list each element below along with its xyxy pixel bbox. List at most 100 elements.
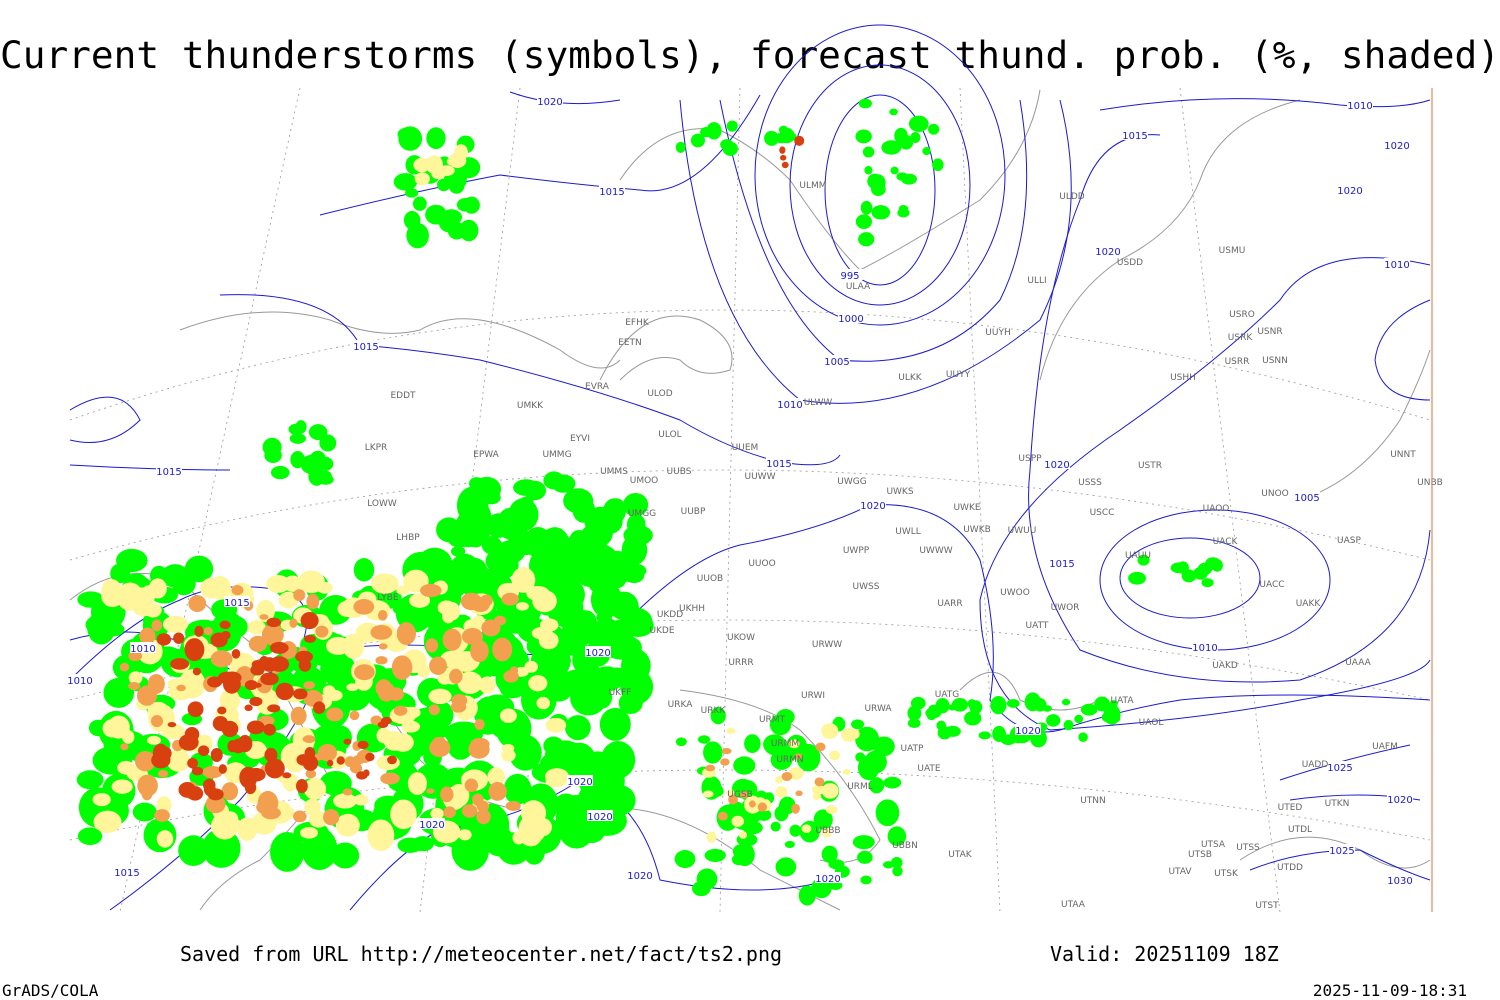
shade-cell xyxy=(290,706,307,726)
station-label: UTAA xyxy=(1061,900,1086,910)
timestamp: 2025-11-09-18:31 xyxy=(1313,981,1467,1000)
station-label: USNR xyxy=(1257,327,1282,337)
shade-cell xyxy=(726,789,735,796)
shade-cell xyxy=(503,773,532,805)
station-label: UKDD xyxy=(657,610,683,620)
isobar-label-bg xyxy=(1095,245,1121,256)
station-label: UTST xyxy=(1255,901,1279,911)
shade-cell xyxy=(260,672,279,686)
shade-cell xyxy=(501,592,519,606)
station-label: UWSS xyxy=(853,582,880,592)
station-label: UADD xyxy=(1302,760,1329,770)
shade-cell xyxy=(157,770,169,778)
station-label: USDD xyxy=(1117,258,1143,268)
shade-cell xyxy=(543,736,564,755)
shade-cell xyxy=(219,620,231,630)
station-label: URML xyxy=(847,782,873,792)
shade-cell xyxy=(864,750,887,774)
station-label: USPP xyxy=(1018,454,1042,464)
shade-cell xyxy=(116,582,144,611)
shade-cell xyxy=(365,752,375,762)
shade-cell xyxy=(446,157,457,166)
shade-cell xyxy=(528,675,548,692)
station-label: UATA xyxy=(1110,696,1134,706)
station-label: EDDT xyxy=(390,391,416,401)
isobar-label-bg xyxy=(1192,641,1218,652)
station-label: UATT xyxy=(1026,621,1049,631)
station-label: UNBB xyxy=(1417,478,1443,488)
shade-cell xyxy=(302,755,319,771)
station-label: UATE xyxy=(917,764,941,774)
shade-cell xyxy=(788,739,800,749)
shade-cell xyxy=(231,584,244,596)
shade-cell xyxy=(188,595,207,612)
shade-cell xyxy=(443,806,456,819)
shade-cell xyxy=(160,564,190,588)
shade-cell xyxy=(860,200,873,215)
station-label: UMMS xyxy=(600,467,628,477)
station-label: EFHK xyxy=(625,318,650,328)
shade-cell xyxy=(306,593,320,610)
title: Current thunderstorms (symbols), forecas… xyxy=(0,34,1500,77)
station-label: ULKK xyxy=(898,373,923,383)
shade-cell xyxy=(349,710,360,721)
valid-time: Valid: 20251109 18Z xyxy=(1050,942,1279,966)
shade-cell xyxy=(425,638,439,653)
isobar-label: 1010 xyxy=(777,400,802,411)
shade-cell xyxy=(538,631,559,650)
station-label: URWI xyxy=(801,691,825,701)
isobar-label: 1020 xyxy=(1015,726,1040,737)
shade-cell xyxy=(733,756,756,775)
map-labels: 1020 1015 1015 1015 1015 1010 1010 1015 1020 1020… xyxy=(67,95,1443,911)
shade-cell xyxy=(357,740,369,750)
shade-cell xyxy=(578,761,611,798)
shade-cell xyxy=(554,793,578,815)
shade-cell xyxy=(1137,554,1150,566)
shade-cell xyxy=(781,131,797,142)
shade-cell xyxy=(562,535,589,563)
shade-cell xyxy=(881,140,902,155)
shade-cell xyxy=(801,824,812,834)
shade-cell xyxy=(623,493,649,517)
shade-cell xyxy=(380,716,392,725)
shade-cell xyxy=(333,793,357,809)
station-label: ULMM xyxy=(799,181,826,191)
shade-cell xyxy=(150,715,164,728)
shade-cell xyxy=(166,749,191,772)
shade-cell xyxy=(409,593,431,608)
shade-cell xyxy=(335,813,360,837)
source-url: Saved from URL http://meteocenter.net/fa… xyxy=(180,942,782,966)
shade-cell xyxy=(855,214,873,229)
shade-cell xyxy=(795,790,803,797)
shade-cell xyxy=(592,568,607,584)
isobar-label: 1000 xyxy=(838,314,863,325)
isobar-label-bg xyxy=(1294,491,1320,502)
shade-cell xyxy=(1132,574,1146,584)
shade-cell xyxy=(855,752,866,762)
shade-cell xyxy=(451,829,490,871)
isobar-label-bg xyxy=(1337,184,1363,195)
shade-cell xyxy=(476,800,490,812)
shade-cell xyxy=(501,744,515,752)
isobar-label-bg xyxy=(567,775,593,786)
isobar-label: 1025 xyxy=(1329,846,1354,857)
shade-cell xyxy=(406,222,429,249)
shade-cell xyxy=(449,668,463,684)
station-label: UUWW xyxy=(745,472,776,482)
station-label: UMGG xyxy=(628,509,656,519)
shade-cell xyxy=(841,728,857,742)
shade-cell xyxy=(88,719,107,737)
shade-cell xyxy=(413,157,431,173)
shade-cell xyxy=(396,585,410,595)
shade-cell xyxy=(380,772,400,785)
shade-cell xyxy=(857,850,873,864)
shade-cell xyxy=(757,802,767,812)
shade-cell xyxy=(371,573,399,594)
shade-cell xyxy=(690,133,705,148)
shade-cell xyxy=(247,619,266,635)
shade-cell xyxy=(978,731,991,740)
shade-cell xyxy=(697,735,711,744)
shade-cell xyxy=(794,135,805,146)
station-label: UWKS xyxy=(886,487,913,497)
shade-cell xyxy=(481,490,501,505)
